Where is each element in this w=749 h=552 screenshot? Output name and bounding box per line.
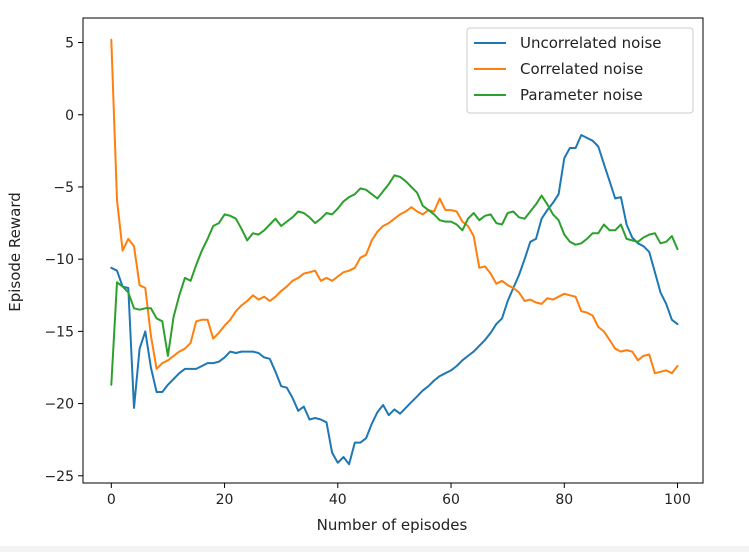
plot-frame bbox=[82, 17, 704, 484]
x-tick-label: 60 bbox=[442, 492, 460, 508]
y-tick-label: −5 bbox=[53, 180, 74, 196]
axes bbox=[82, 17, 704, 484]
series-line-1 bbox=[110, 134, 679, 466]
legend-box bbox=[466, 27, 694, 114]
x-axis-ticks: 0 20 40 60 80 100 bbox=[107, 483, 691, 508]
x-tick-label: 40 bbox=[329, 492, 347, 508]
series-line-2 bbox=[110, 38, 679, 375]
y-tick-label: −10 bbox=[44, 252, 74, 268]
series-line-3 bbox=[110, 174, 679, 386]
plot-area bbox=[110, 38, 679, 466]
x-tick-label: 100 bbox=[664, 492, 691, 508]
x-tick-label: 20 bbox=[216, 492, 234, 508]
y-tick-label: 0 bbox=[65, 108, 74, 124]
x-axis-label: Number of episodes bbox=[317, 516, 468, 534]
y-axis-ticks: 5 0 −5 −10 −15 −20 −25 bbox=[44, 36, 83, 485]
x-tick-label: 80 bbox=[555, 492, 573, 508]
legend-label-1: Uncorrelated noise bbox=[520, 34, 662, 52]
bottom-edge-strip bbox=[0, 546, 749, 552]
y-tick-label: −20 bbox=[44, 397, 74, 413]
y-axis-label: Episode Reward bbox=[6, 192, 24, 312]
y-tick-label: −15 bbox=[44, 324, 74, 340]
legend-label-3: Parameter noise bbox=[520, 86, 643, 104]
legend: Uncorrelated noise Correlated noise Parame… bbox=[466, 27, 694, 114]
x-tick-label: 0 bbox=[107, 492, 116, 508]
legend-label-2: Correlated noise bbox=[520, 60, 643, 78]
y-tick-label: 5 bbox=[65, 36, 74, 52]
y-tick-label: −25 bbox=[44, 469, 74, 485]
